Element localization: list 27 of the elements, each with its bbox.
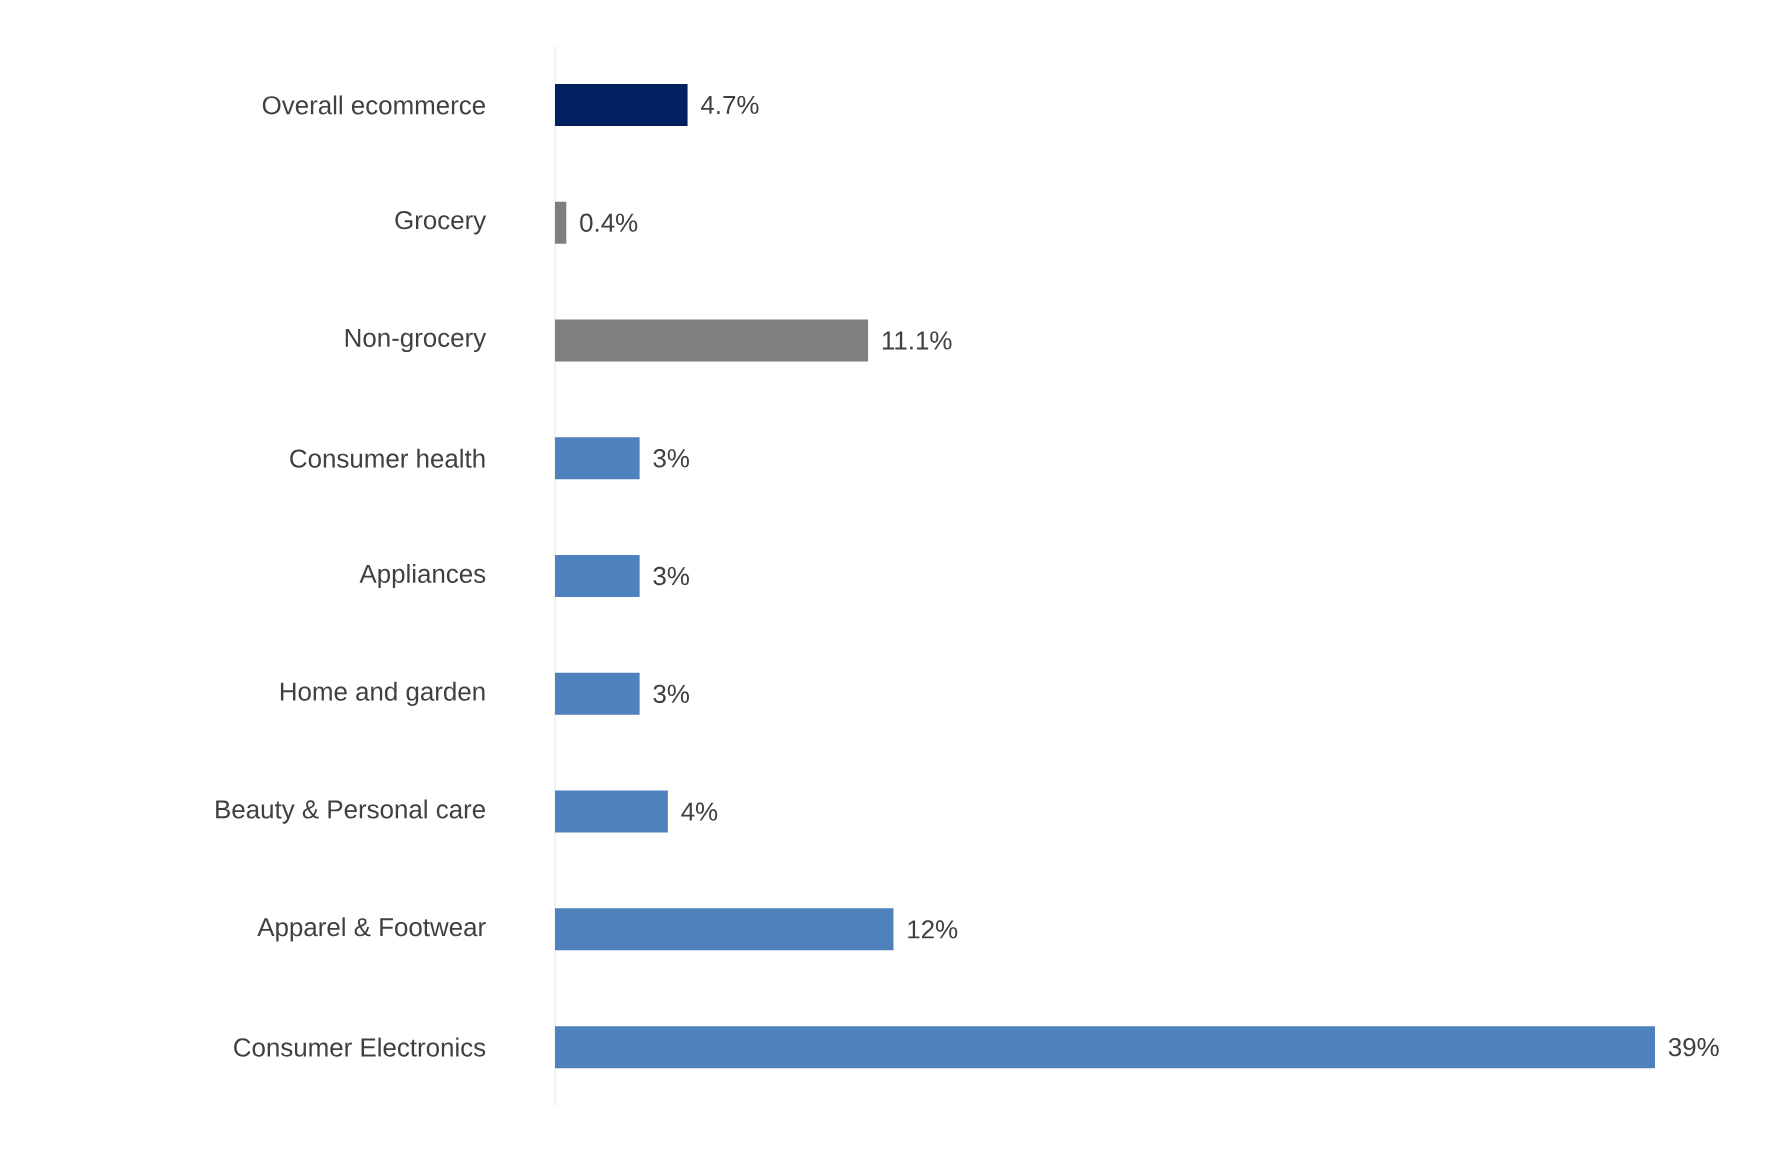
y-tick-label: Consumer health	[290, 448, 485, 468]
y-tick-label: Overall ecommerce	[262, 95, 485, 115]
data-label: 4%	[681, 802, 718, 821]
data-label: 12%	[908, 920, 958, 939]
bar	[555, 319, 869, 362]
bar	[555, 83, 688, 126]
data-label: 4.7%	[701, 95, 759, 115]
bar	[555, 908, 894, 951]
data-label: 3%	[653, 449, 689, 468]
data-label: 11.1%	[882, 331, 952, 350]
data-label: 39%	[1668, 1037, 1719, 1057]
y-tick-label: Appliances	[359, 563, 486, 589]
y-tick-label: Non-grocery	[345, 328, 487, 353]
bar	[555, 1026, 1655, 1069]
data-label: 3%	[653, 684, 689, 703]
y-tick-label: Home and garden	[280, 681, 485, 706]
y-tick-label: Beauty & Personal care	[216, 799, 485, 824]
bar	[555, 790, 668, 833]
data-label: 3%	[653, 566, 689, 586]
bar	[555, 437, 640, 480]
y-tick-label: Consumer Electronics	[234, 1037, 486, 1057]
bar	[555, 555, 640, 598]
y-tick-label: Grocery	[395, 210, 487, 235]
y-tick-label: Apparel & Footwear	[257, 917, 486, 942]
bar	[555, 672, 640, 715]
bar	[555, 201, 567, 244]
data-label: 0.4%	[580, 213, 638, 232]
